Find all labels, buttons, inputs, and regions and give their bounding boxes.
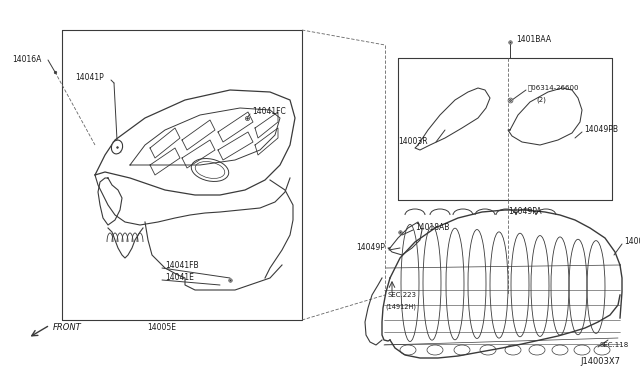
Ellipse shape [111, 140, 123, 154]
Text: 14049PB: 14049PB [584, 125, 618, 135]
Text: J14003X7: J14003X7 [580, 357, 620, 366]
Text: 14001: 14001 [624, 237, 640, 247]
Text: 14049PA: 14049PA [508, 208, 541, 217]
Text: SEC.223: SEC.223 [388, 292, 417, 298]
Text: (2): (2) [536, 97, 546, 103]
Text: SEC.118: SEC.118 [600, 342, 629, 348]
Text: 14018AB: 14018AB [415, 224, 449, 232]
Text: 14005E: 14005E [147, 324, 177, 333]
Text: 14041FC: 14041FC [252, 108, 285, 116]
Text: 14049P: 14049P [356, 244, 385, 253]
Text: (14912H): (14912H) [385, 304, 416, 310]
Text: 14041FB: 14041FB [165, 262, 198, 270]
Text: ⓝ06314-26600: ⓝ06314-26600 [528, 85, 579, 91]
Text: 14041E: 14041E [165, 273, 194, 282]
Text: FRONT: FRONT [53, 324, 82, 333]
Text: 14003R: 14003R [398, 138, 428, 147]
Text: 14016A: 14016A [12, 55, 42, 64]
Text: 14041P: 14041P [75, 74, 104, 83]
Text: 1401BAA: 1401BAA [516, 35, 551, 45]
